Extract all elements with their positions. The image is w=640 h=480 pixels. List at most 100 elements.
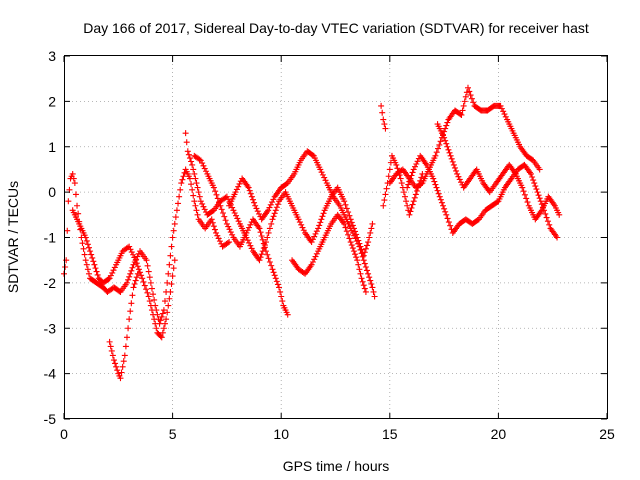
tick-layer: 0 5 10 15 20 25 -5 -4 -3 -2 -1 0 1 2 3 (44, 48, 615, 442)
data-point (368, 225, 375, 232)
data-point (144, 262, 151, 269)
data-point (111, 264, 118, 271)
data-point (256, 225, 263, 232)
data-point (380, 202, 387, 209)
data-point (367, 229, 374, 236)
data-point (352, 235, 359, 242)
data-point (312, 230, 319, 237)
series-sat-e (191, 152, 291, 318)
data-point (464, 84, 471, 91)
data-point (188, 158, 195, 165)
data-point (185, 151, 192, 158)
data-point (413, 160, 420, 167)
data-point (272, 275, 279, 282)
data-point (417, 177, 424, 184)
data-point (160, 325, 167, 332)
data-point (219, 209, 226, 216)
data-point (278, 293, 285, 300)
data-point (80, 245, 87, 252)
data-point (269, 216, 276, 223)
data-point (532, 183, 539, 190)
data-point (148, 307, 155, 314)
data-point (251, 199, 258, 206)
data-point (461, 98, 468, 105)
data-point (166, 261, 173, 268)
data-point (249, 196, 256, 203)
data-point (259, 236, 266, 243)
data-point (400, 189, 407, 196)
data-point (315, 225, 322, 232)
data-point (466, 88, 473, 95)
data-point (135, 250, 142, 257)
data-point (345, 231, 352, 238)
data-point (300, 227, 307, 234)
data-point (248, 245, 255, 252)
data-point (441, 134, 448, 141)
data-point (362, 263, 369, 270)
data-point (399, 184, 406, 191)
data-point (192, 202, 199, 209)
data-point (443, 211, 450, 218)
data-point (190, 192, 197, 199)
data-point (346, 212, 353, 219)
data-point (415, 184, 422, 191)
data-point (264, 251, 271, 258)
data-point (126, 316, 133, 323)
data-point (165, 270, 172, 277)
y-tick-label: 3 (48, 48, 56, 64)
data-point (296, 219, 303, 226)
data-point (268, 262, 275, 269)
grid-layer (64, 56, 607, 419)
data-point (134, 270, 141, 277)
data-point (366, 274, 373, 281)
data-point (537, 198, 544, 205)
data-point (82, 234, 89, 241)
data-point (361, 249, 368, 256)
data-point (138, 272, 145, 279)
data-point (382, 191, 389, 198)
data-point (319, 171, 326, 178)
data-point (450, 161, 457, 168)
data-point (295, 216, 302, 223)
data-point (349, 245, 356, 252)
data-point (419, 170, 426, 177)
data-point (268, 220, 275, 227)
data-point (199, 160, 206, 167)
data-point (277, 288, 284, 295)
data-point (406, 211, 413, 218)
data-point (447, 152, 454, 159)
data-point (226, 226, 233, 233)
data-point (167, 252, 174, 259)
data-point (365, 239, 372, 246)
data-point (436, 193, 443, 200)
data-point (497, 102, 504, 109)
data-point (165, 302, 172, 309)
data-point (200, 162, 207, 169)
data-point (403, 198, 410, 205)
data-point (128, 249, 135, 256)
data-point (448, 155, 455, 162)
data-point (356, 243, 363, 250)
data-point (353, 254, 360, 261)
data-point (110, 267, 117, 274)
data-point (383, 185, 390, 192)
data-point (445, 219, 452, 226)
data-point (441, 205, 448, 212)
data-point (298, 221, 305, 228)
data-point (184, 148, 191, 155)
data-point (433, 184, 440, 191)
data-point (118, 369, 125, 376)
data-point (247, 221, 254, 228)
data-point (199, 200, 206, 207)
data-point (348, 219, 355, 226)
data-point (236, 180, 243, 187)
data-point (342, 201, 349, 208)
data-point (143, 286, 150, 293)
data-point (164, 309, 171, 316)
data-point (349, 229, 356, 236)
data-point (318, 169, 325, 176)
data-point (107, 343, 114, 350)
data-point (222, 217, 229, 224)
data-point (123, 334, 130, 341)
data-point (135, 266, 142, 273)
